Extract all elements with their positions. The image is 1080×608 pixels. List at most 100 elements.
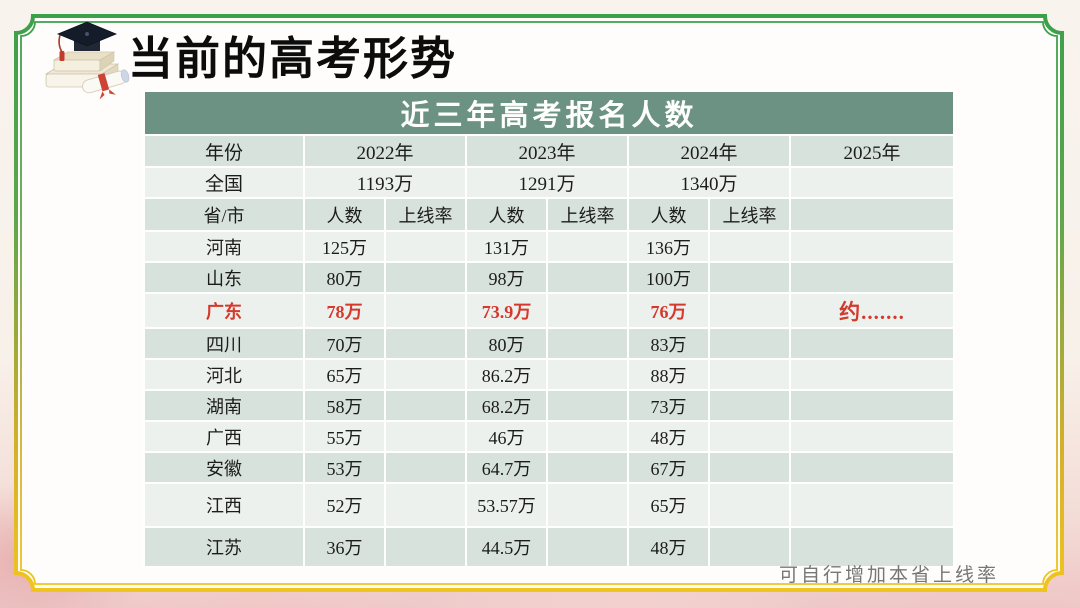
national-row: 全国 1193万 1291万 1340万 [143, 166, 956, 199]
count-cell: 58万 [303, 389, 386, 422]
subheader-2025-cell [788, 197, 956, 232]
count-cell: 73.9万 [465, 292, 548, 329]
approx-note-cell: 约....... [788, 292, 956, 329]
rate-cell [546, 389, 629, 422]
rate-cell [708, 261, 791, 294]
year-2023-header: 2023年 [465, 134, 629, 168]
table-row-jiangxi: 江西 52万 53.57万 65万 [143, 482, 956, 528]
table-row-hunan: 湖南 58万 68.2万 73万 [143, 389, 956, 422]
year-2024-header: 2024年 [627, 134, 791, 168]
rate-col-label: 上线率 [708, 197, 791, 232]
count-cell: 98万 [465, 261, 548, 294]
extra-cell [788, 482, 956, 528]
extra-cell [788, 261, 956, 294]
count-cell: 67万 [627, 451, 710, 484]
count-cell: 86.2万 [465, 358, 548, 391]
rate-cell [384, 292, 467, 329]
rate-cell [708, 327, 791, 360]
rate-cell [546, 526, 629, 568]
table-title: 近三年高考报名人数 [142, 90, 956, 136]
province-name-cell: 山东 [143, 261, 305, 294]
count-cell: 100万 [627, 261, 710, 294]
count-cell: 52万 [303, 482, 386, 528]
table-row-guangdong-highlighted: 广东 78万 73.9万 76万 约....... [143, 292, 956, 329]
national-label: 全国 [143, 166, 305, 199]
rate-cell [708, 358, 791, 391]
year-header-row: 年份 2022年 2023年 2024年 2025年 [143, 134, 956, 168]
count-cell: 68.2万 [465, 389, 548, 422]
rate-cell [384, 526, 467, 568]
count-cell: 88万 [627, 358, 710, 391]
rate-cell [384, 451, 467, 484]
count-cell: 36万 [303, 526, 386, 568]
province-name-cell: 江西 [143, 482, 305, 528]
rate-cell [384, 358, 467, 391]
rate-col-label: 上线率 [546, 197, 629, 232]
count-cell: 46万 [465, 420, 548, 453]
table-row-anhui: 安徽 53万 64.7万 67万 [143, 451, 956, 484]
count-cell: 136万 [627, 230, 710, 263]
page-title: 当前的高考形势 [128, 34, 458, 84]
extra-cell [788, 327, 956, 360]
count-cell: 53万 [303, 451, 386, 484]
rate-cell [546, 451, 629, 484]
table-row-jiangsu: 江苏 36万 44.5万 48万 [143, 526, 956, 568]
graduation-cap-icon [44, 21, 130, 100]
table-row-shandong: 山东 80万 98万 100万 [143, 261, 956, 294]
rate-cell [708, 292, 791, 329]
province-name-cell: 湖南 [143, 389, 305, 422]
rate-cell [384, 327, 467, 360]
year-2025-header: 2025年 [788, 134, 956, 168]
extra-cell [788, 420, 956, 453]
rate-cell [546, 420, 629, 453]
province-name-cell: 江苏 [143, 526, 305, 568]
province-name-cell: 四川 [143, 327, 305, 360]
province-name-cell: 安徽 [143, 451, 305, 484]
extra-cell [788, 230, 956, 263]
rate-cell [384, 389, 467, 422]
count-cell: 83万 [627, 327, 710, 360]
province-col-label: 省/市 [143, 197, 305, 232]
rate-cell [384, 420, 467, 453]
count-col-label: 人数 [465, 197, 548, 232]
subheader-row: 省/市 人数 上线率 人数 上线率 人数 上线率 [143, 197, 956, 232]
count-cell: 73万 [627, 389, 710, 422]
extra-cell [788, 389, 956, 422]
extra-cell [788, 526, 956, 568]
rate-cell [546, 482, 629, 528]
table-title-row: 近三年高考报名人数 [142, 90, 956, 136]
data-table: 近三年高考报名人数 年份 2022年 2023年 2024年 2025年 全国 … [142, 90, 956, 568]
count-cell: 76万 [627, 292, 710, 329]
table-row-henan: 河南 125万 131万 136万 [143, 230, 956, 263]
rate-col-label: 上线率 [384, 197, 467, 232]
footnote-text: 可自行增加本省上线率 [779, 565, 1000, 586]
province-name-cell: 广西 [143, 420, 305, 453]
rate-cell [384, 261, 467, 294]
rate-cell [546, 230, 629, 263]
rate-cell [384, 482, 467, 528]
count-cell: 53.57万 [465, 482, 548, 528]
count-cell: 65万 [303, 358, 386, 391]
rate-cell [708, 482, 791, 528]
rate-cell [708, 420, 791, 453]
table-row-hebei: 河北 65万 86.2万 88万 [143, 358, 956, 391]
national-2024: 1340万 [627, 166, 791, 199]
frame-inner-line [20, 21, 1058, 585]
rate-cell [708, 451, 791, 484]
count-cell: 125万 [303, 230, 386, 263]
count-cell: 48万 [627, 526, 710, 568]
rate-cell [546, 261, 629, 294]
province-name-cell: 河北 [143, 358, 305, 391]
table-row-guangxi: 广西 55万 46万 48万 [143, 420, 956, 453]
rate-cell [708, 230, 791, 263]
year-header-label: 年份 [143, 134, 305, 168]
extra-cell [788, 451, 956, 484]
count-cell: 55万 [303, 420, 386, 453]
rate-cell [546, 358, 629, 391]
count-col-label: 人数 [627, 197, 710, 232]
national-2025 [788, 166, 956, 199]
count-cell: 131万 [465, 230, 548, 263]
province-name-cell: 河南 [143, 230, 305, 263]
count-cell: 65万 [627, 482, 710, 528]
national-2022: 1193万 [303, 166, 467, 199]
